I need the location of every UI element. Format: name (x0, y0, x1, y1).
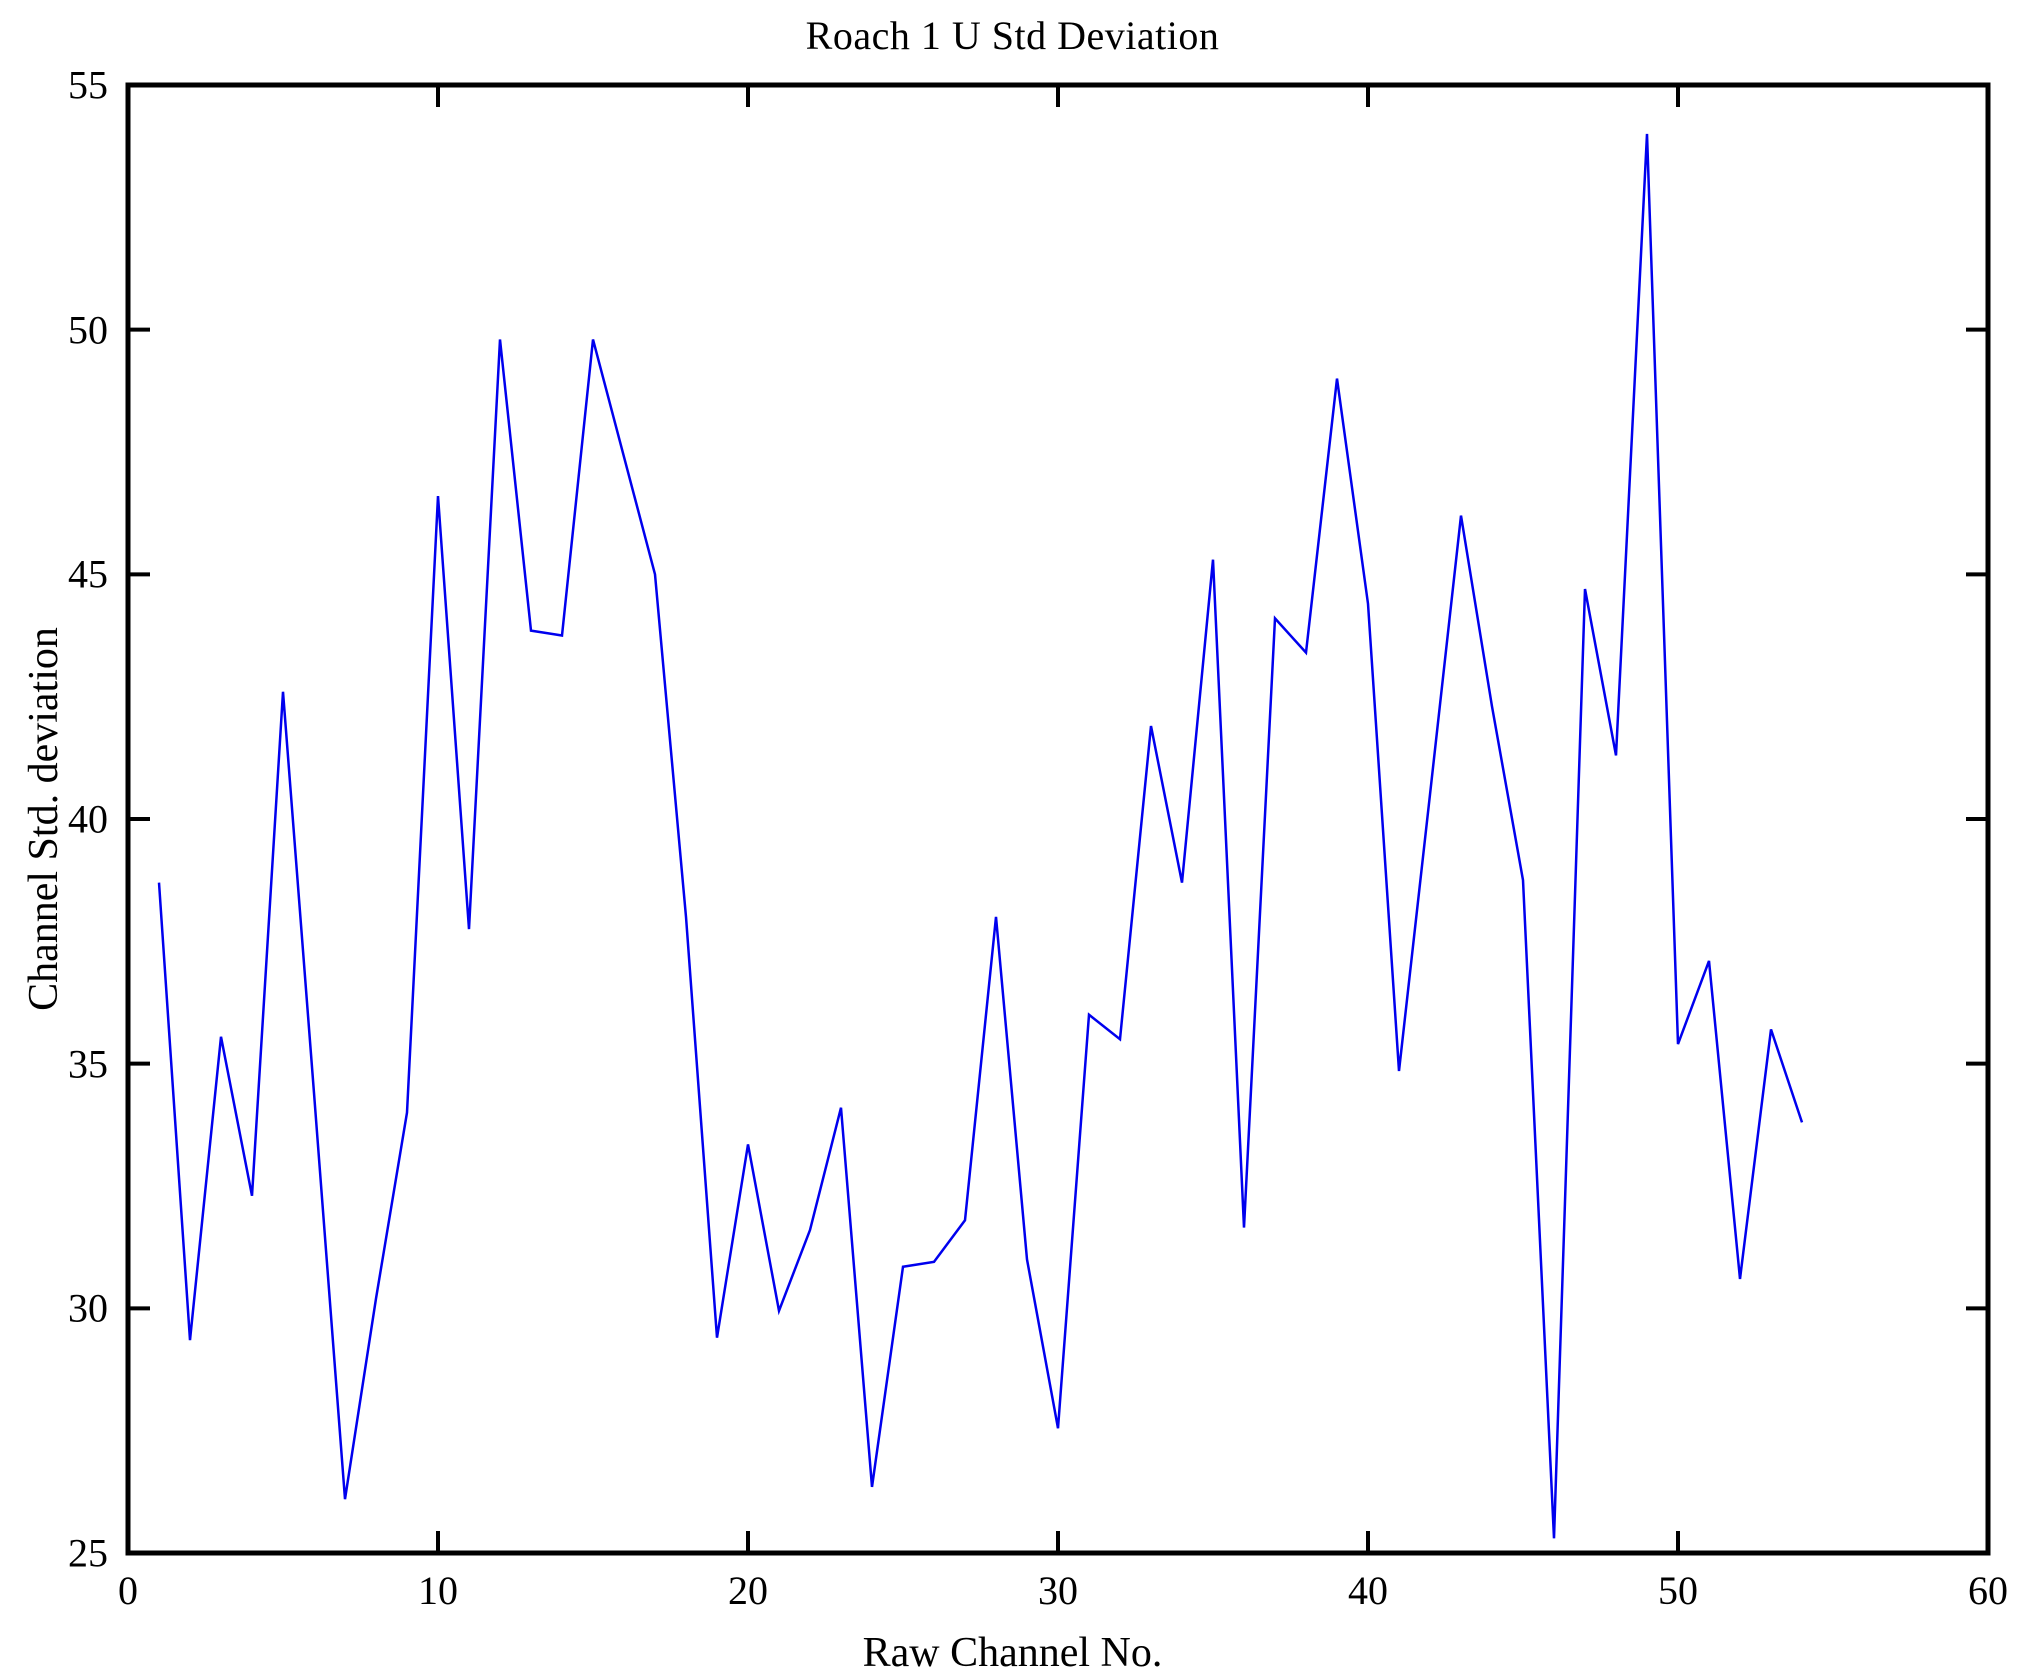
y-tick-label: 50 (68, 307, 108, 353)
y-tick-label: 25 (68, 1530, 108, 1576)
x-tick-label: 60 (1968, 1568, 2008, 1613)
x-tick-label: 10 (418, 1568, 458, 1613)
x-axis-label: Raw Channel No. (862, 1630, 1163, 1676)
x-tick-label: 50 (1658, 1568, 1698, 1613)
x-tick-label: 30 (1038, 1568, 1078, 1613)
x-tick-label: 20 (728, 1568, 768, 1613)
y-axis-label: Channel Std. deviation (21, 627, 67, 1011)
y-tick-label: 35 (68, 1041, 108, 1087)
axes-box (125, 82, 1991, 1556)
y-tick-label: 30 (68, 1285, 108, 1331)
axes-frame (125, 82, 1991, 1556)
x-tick-label: 0 (118, 1568, 138, 1613)
y-tick-label: 40 (68, 796, 108, 842)
data-series-line (157, 133, 1804, 1539)
axis-ticks (128, 85, 1988, 1553)
page-title: Roach 1 U Std Deviation (805, 13, 1220, 58)
y-tick-label: 45 (68, 551, 108, 597)
y-tick-label: 55 (68, 62, 108, 108)
x-tick-label: 40 (1348, 1568, 1388, 1613)
